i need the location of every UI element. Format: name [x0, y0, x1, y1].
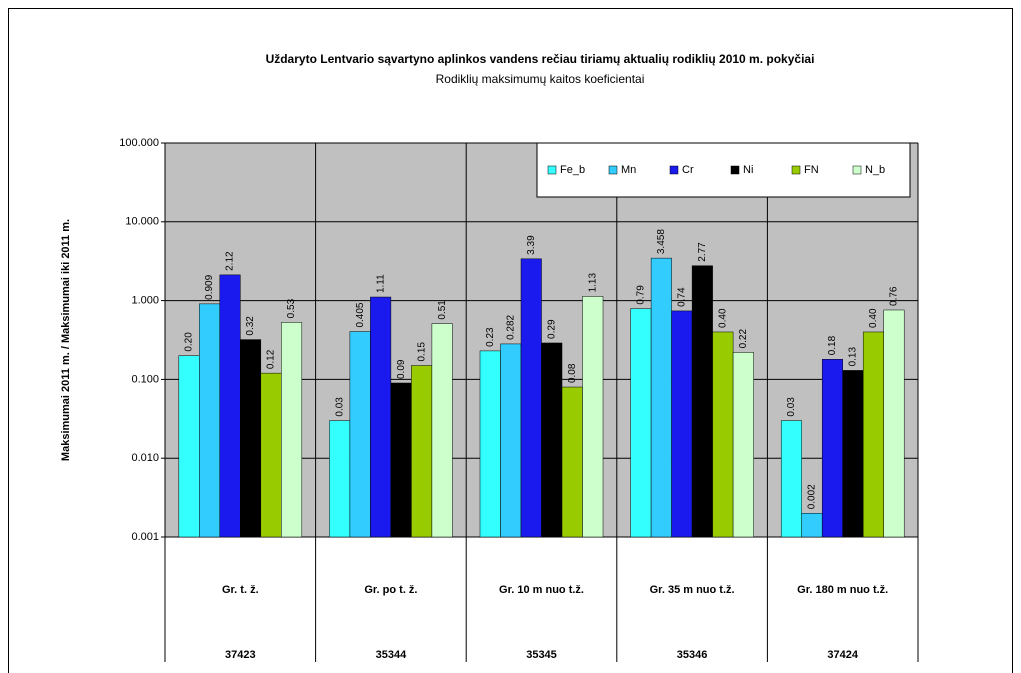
bar — [178, 355, 200, 538]
x-group-label: 37423 — [225, 649, 256, 661]
bar — [712, 331, 734, 538]
bar — [240, 339, 262, 538]
bar — [780, 420, 802, 538]
bar — [390, 382, 412, 538]
data-label: 3.458 — [656, 229, 667, 254]
legend-label: N_b — [865, 164, 885, 176]
data-label: 2.77 — [697, 242, 708, 262]
x-tick-label: Gr. t. ž. — [222, 584, 259, 596]
data-label: 0.09 — [396, 359, 407, 379]
bar — [842, 370, 864, 538]
y-tick-label: 1.000 — [131, 295, 159, 307]
x-tick-label: Gr. 35 m nuo t.ž. — [650, 584, 735, 596]
legend-swatch — [669, 165, 679, 175]
x-tick-label: Gr. 10 m nuo t.ž. — [499, 584, 584, 596]
data-label: 0.22 — [738, 329, 749, 349]
data-label: 3.39 — [526, 235, 537, 255]
data-label: 0.74 — [676, 287, 687, 307]
data-label: 0.76 — [889, 286, 900, 306]
y-tick-label: 100.000 — [119, 137, 159, 149]
y-tick-label: 0.001 — [131, 531, 159, 543]
data-label: 0.53 — [286, 298, 297, 318]
bar — [411, 365, 433, 538]
chart-subtitle: Rodiklių maksimumų kaitos koeficientai — [436, 72, 645, 86]
legend-swatch — [608, 165, 618, 175]
y-tick-label: 0.100 — [131, 373, 159, 385]
data-label: 0.32 — [245, 316, 256, 336]
y-tick-label: 10.000 — [125, 216, 159, 228]
bar — [732, 352, 754, 538]
legend-swatch — [730, 165, 740, 175]
bar — [541, 342, 563, 538]
data-label: 0.40 — [717, 308, 728, 328]
data-label: 0.08 — [567, 363, 578, 383]
data-label: 0.18 — [827, 335, 838, 355]
legend-swatch — [791, 165, 801, 175]
legend-swatch — [547, 165, 557, 175]
bar — [329, 420, 351, 538]
bar — [199, 303, 221, 538]
bar — [671, 310, 693, 538]
data-label: 0.40 — [868, 308, 879, 328]
data-label: 0.03 — [786, 397, 797, 417]
bar — [801, 513, 823, 538]
data-label: 0.79 — [635, 285, 646, 305]
bar — [862, 331, 884, 538]
data-label: 0.23 — [485, 327, 496, 347]
x-tick-label: Gr. 180 m nuo t.ž. — [797, 584, 888, 596]
data-label: 0.03 — [334, 397, 345, 417]
data-label: 1.13 — [587, 273, 598, 293]
bar — [370, 296, 392, 538]
data-label: 0.405 — [355, 302, 366, 327]
bar — [260, 372, 282, 538]
x-tick-label: Gr. po t. ž. — [364, 584, 417, 596]
bar — [281, 322, 303, 538]
data-label: 0.909 — [204, 274, 215, 299]
legend-label: Mn — [621, 164, 636, 176]
legend-swatch — [852, 165, 862, 175]
bar — [630, 308, 652, 538]
x-group-label: 35344 — [376, 649, 407, 661]
data-label: 0.20 — [184, 332, 195, 352]
bar — [431, 323, 453, 538]
y-tick-label: 0.010 — [131, 452, 159, 464]
legend-label: FN — [804, 164, 819, 176]
data-label: 0.12 — [266, 349, 277, 369]
chart-title: Uždaryto Lentvario sąvartyno aplinkos va… — [266, 52, 815, 66]
bar — [691, 265, 713, 538]
legend-label: Cr — [682, 164, 694, 176]
y-axis-label: Maksimumai 2011 m. / Maksimumai iki 2011… — [60, 219, 72, 461]
x-group-label: 35346 — [677, 649, 708, 661]
x-group-label: 37424 — [827, 649, 858, 661]
data-label: 0.002 — [807, 484, 818, 509]
data-label: 0.51 — [437, 300, 448, 320]
bar — [219, 274, 241, 538]
data-label: 0.29 — [546, 319, 557, 339]
bar — [561, 386, 583, 538]
bar — [883, 309, 905, 538]
bar — [500, 343, 522, 538]
x-group-label: 35345 — [526, 649, 557, 661]
data-label: 0.13 — [848, 347, 859, 367]
bar — [650, 257, 672, 538]
data-label: 0.15 — [416, 342, 427, 362]
data-label: 0.282 — [505, 314, 516, 339]
data-label: 2.12 — [225, 251, 236, 271]
bar — [582, 296, 604, 538]
legend-label: Fe_b — [560, 164, 585, 176]
bar — [349, 331, 371, 538]
data-label: 1.11 — [375, 274, 386, 293]
legend-label: Ni — [743, 164, 753, 176]
bar — [520, 258, 542, 538]
bar — [479, 350, 501, 538]
bar — [821, 359, 843, 538]
legend-box — [536, 142, 911, 198]
